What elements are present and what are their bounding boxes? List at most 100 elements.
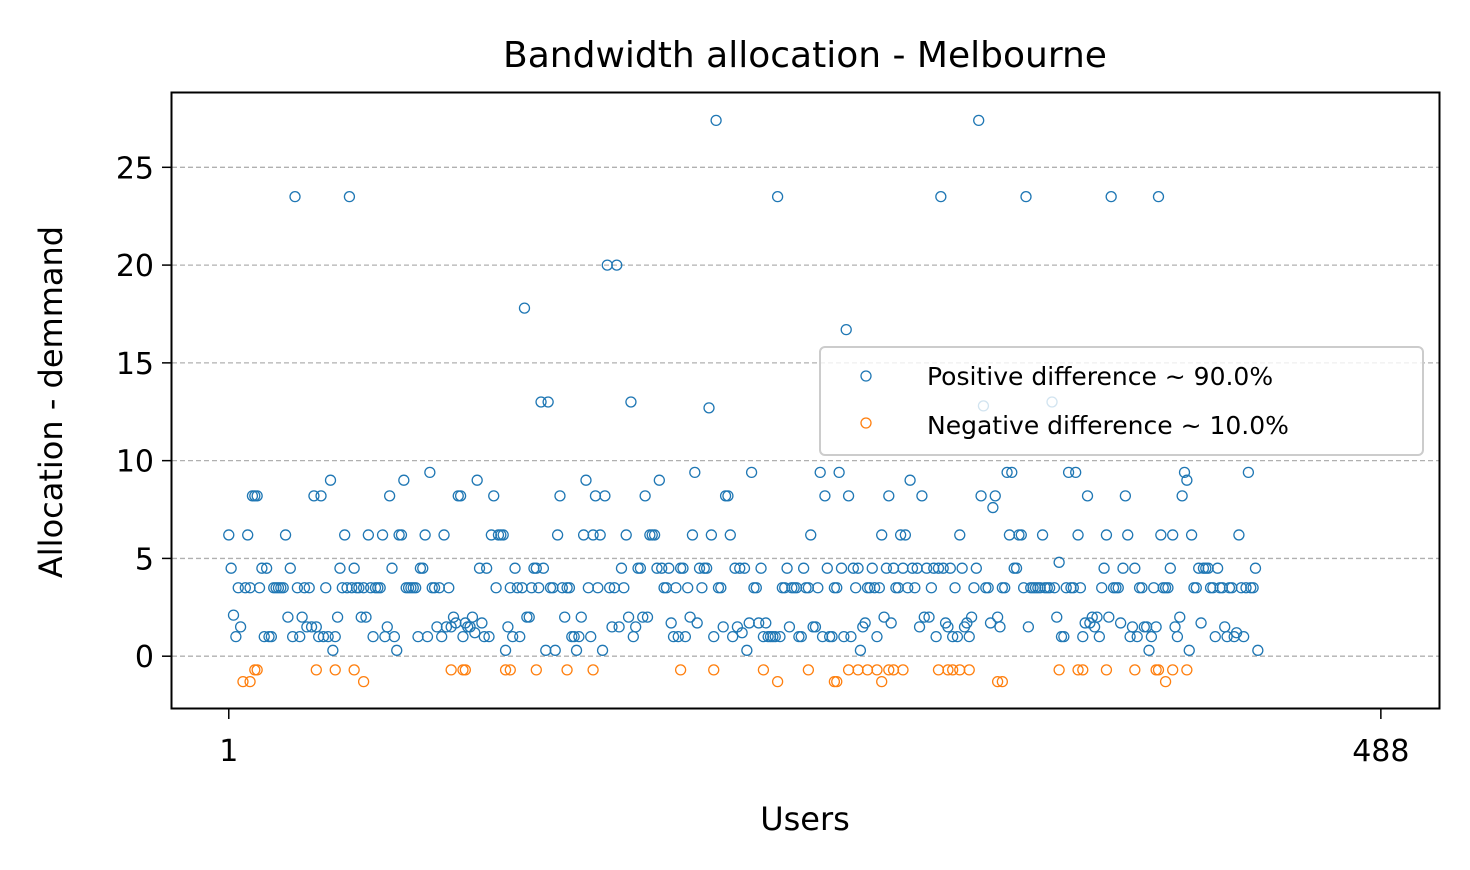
data-point	[223, 529, 235, 541]
data-point	[277, 582, 289, 594]
data-point	[1190, 582, 1202, 594]
data-point	[419, 529, 431, 541]
data-point	[499, 644, 512, 656]
data-point	[658, 582, 670, 594]
data-point	[828, 675, 841, 688]
data-point	[1020, 190, 1032, 203]
y-tick-label: 10	[116, 445, 154, 480]
data-point	[868, 582, 881, 594]
data-point	[329, 630, 341, 643]
data-point	[788, 582, 800, 594]
data-point	[357, 675, 370, 688]
data-point	[781, 562, 793, 574]
data-point	[225, 562, 237, 574]
data-point	[923, 611, 935, 623]
data-point	[771, 190, 784, 203]
data-point	[1185, 529, 1198, 541]
data-point	[1008, 562, 1020, 574]
data-point	[533, 582, 545, 594]
data-point	[892, 582, 904, 594]
data-point	[821, 562, 833, 574]
data-point	[410, 582, 422, 594]
data-point	[559, 611, 571, 623]
data-point	[873, 582, 885, 594]
data-point	[1070, 466, 1082, 479]
data-point	[360, 611, 372, 623]
y-axis-label: Allocation - demmand	[32, 226, 70, 578]
data-point	[1072, 529, 1084, 541]
data-point	[1223, 582, 1236, 594]
data-point	[1129, 664, 1141, 676]
data-point	[771, 675, 784, 688]
data-point	[734, 562, 746, 574]
data-point	[549, 644, 561, 656]
data-point	[1211, 562, 1224, 574]
data-point	[963, 664, 975, 676]
legend-box	[819, 346, 1424, 456]
data-point	[1181, 664, 1193, 676]
data-point	[656, 562, 668, 574]
data-point	[1247, 582, 1259, 594]
data-point	[871, 664, 883, 676]
data-point	[502, 621, 514, 633]
data-point	[1159, 582, 1172, 594]
data-point	[947, 630, 959, 643]
data-point	[802, 664, 815, 676]
y-tick-label: 25	[116, 151, 154, 186]
data-point	[622, 611, 635, 623]
data-point	[954, 664, 966, 676]
data-point	[646, 529, 658, 541]
data-point	[920, 562, 933, 574]
data-point	[393, 529, 405, 541]
data-point	[1048, 582, 1061, 594]
y-tick-label: 20	[116, 249, 154, 284]
data-point	[975, 490, 987, 502]
data-point	[298, 582, 311, 594]
data-point	[348, 664, 360, 676]
data-point	[447, 611, 460, 623]
y-tick-label: 15	[116, 347, 154, 382]
data-point	[289, 190, 301, 203]
data-point	[386, 562, 398, 574]
data-point	[286, 630, 299, 643]
data-point	[296, 611, 308, 623]
data-point	[424, 466, 436, 479]
data-point	[1067, 582, 1079, 594]
data-point	[577, 529, 590, 541]
data-point	[824, 630, 836, 643]
data-point	[499, 664, 512, 676]
data-point	[984, 617, 997, 629]
data-point	[944, 562, 956, 574]
data-point	[471, 474, 483, 486]
data-point	[1060, 582, 1072, 594]
data-point	[859, 617, 871, 629]
data-point	[887, 562, 900, 574]
data-point	[793, 630, 805, 643]
data-point	[438, 529, 450, 541]
data-point	[488, 490, 500, 502]
data-point	[850, 582, 862, 594]
data-point	[693, 562, 706, 574]
data-point	[440, 621, 453, 633]
data-point	[331, 611, 344, 623]
data-point	[906, 562, 919, 574]
data-point	[1103, 611, 1115, 623]
data-point	[372, 582, 384, 594]
data-point	[315, 490, 327, 502]
data-point	[530, 664, 542, 676]
data-point	[883, 490, 895, 502]
data-point	[880, 562, 893, 574]
data-point	[831, 582, 843, 594]
data-point	[1167, 664, 1179, 676]
data-point	[700, 562, 713, 574]
data-point	[234, 621, 247, 633]
data-point	[639, 490, 651, 502]
data-point	[547, 582, 559, 594]
legend-marker-positive	[860, 370, 872, 382]
data-point	[367, 630, 379, 643]
data-point	[528, 562, 540, 574]
data-point	[1219, 621, 1231, 633]
y-tick-label: 5	[135, 542, 154, 577]
data-point	[980, 582, 992, 594]
